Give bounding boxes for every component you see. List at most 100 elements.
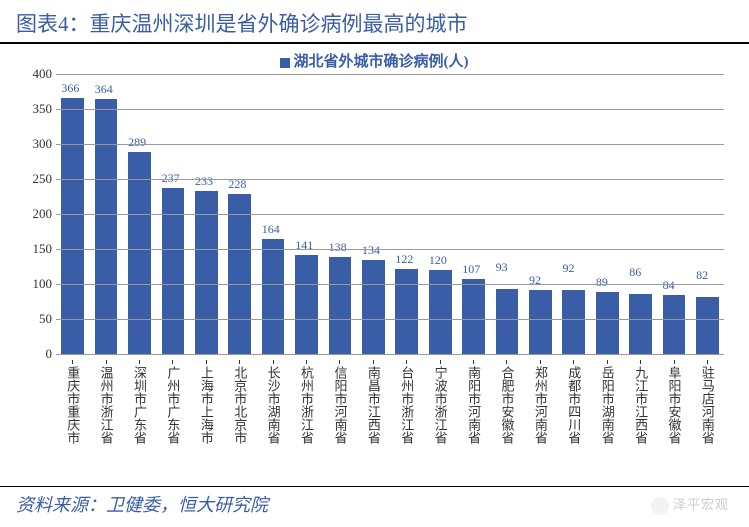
bar: 237 bbox=[162, 188, 185, 354]
x-label-province: 广东省 bbox=[133, 405, 146, 444]
x-label-province: 江西省 bbox=[367, 405, 380, 444]
x-tick bbox=[273, 360, 274, 364]
x-label-province: 河南省 bbox=[467, 405, 480, 444]
x-tick bbox=[106, 360, 107, 364]
bar: 92 bbox=[562, 290, 585, 354]
bar: 289 bbox=[128, 152, 151, 354]
bar: 89 bbox=[596, 292, 619, 354]
chart-container: 图表4：重庆温州深圳是省外确诊病例最高的城市 湖北省外城市确诊病例(人) 366… bbox=[0, 0, 749, 527]
x-label-province: 北京市 bbox=[233, 405, 246, 444]
x-label-city: 宁波市 bbox=[434, 366, 447, 405]
x-label-city: 信阳市 bbox=[333, 366, 346, 405]
bar-value-label: 84 bbox=[663, 278, 675, 293]
x-label-province: 湖南省 bbox=[267, 405, 280, 444]
x-tick bbox=[674, 360, 675, 364]
bar-value-label: 93 bbox=[496, 260, 508, 275]
bar-value-label: 289 bbox=[128, 135, 146, 150]
bar: 82 bbox=[696, 297, 719, 354]
x-label-group: 南阳市河南省 bbox=[457, 356, 490, 444]
x-label-city: 温州市 bbox=[100, 366, 113, 405]
bar: 120 bbox=[429, 270, 452, 354]
grid-line bbox=[56, 214, 724, 215]
title-bar: 图表4：重庆温州深圳是省外确诊病例最高的城市 bbox=[0, 0, 749, 44]
x-tick bbox=[72, 360, 73, 364]
x-label-group: 广州市广东省 bbox=[156, 356, 189, 444]
y-tick-label: 400 bbox=[18, 66, 52, 82]
x-label-city: 长沙市 bbox=[267, 366, 280, 405]
grid-line bbox=[56, 284, 724, 285]
x-label-city: 郑州市 bbox=[534, 366, 547, 405]
plot-region: 3663642892372332281641411381341221201079… bbox=[56, 74, 724, 354]
y-tick-label: 0 bbox=[18, 346, 52, 362]
x-label-city: 驻马店 bbox=[701, 366, 714, 405]
x-label-province: 河南省 bbox=[333, 405, 346, 444]
x-tick bbox=[373, 360, 374, 364]
x-label-province: 浙江省 bbox=[400, 405, 413, 444]
x-tick bbox=[206, 360, 207, 364]
bar-value-label: 134 bbox=[362, 243, 380, 258]
x-tick bbox=[640, 360, 641, 364]
x-tick bbox=[306, 360, 307, 364]
x-label-province: 浙江省 bbox=[300, 405, 313, 444]
bar: 107 bbox=[462, 279, 485, 354]
bar-value-label: 364 bbox=[95, 82, 113, 97]
x-label-province: 河南省 bbox=[701, 405, 714, 444]
x-label-city: 阜阳市 bbox=[668, 366, 681, 405]
x-label-group: 驻马店河南省 bbox=[691, 356, 724, 444]
x-tick bbox=[607, 360, 608, 364]
x-tick bbox=[540, 360, 541, 364]
x-label-province: 河南省 bbox=[534, 405, 547, 444]
bar: 366 bbox=[61, 98, 84, 354]
bar-value-label: 233 bbox=[195, 174, 213, 189]
x-label-city: 广州市 bbox=[166, 366, 179, 405]
x-label-group: 信阳市河南省 bbox=[323, 356, 356, 444]
bar: 364 bbox=[95, 99, 118, 354]
x-tick bbox=[573, 360, 574, 364]
x-label-group: 阜阳市安徽省 bbox=[657, 356, 690, 444]
y-tick-label: 300 bbox=[18, 136, 52, 152]
x-label-province: 江西省 bbox=[634, 405, 647, 444]
x-label-group: 上海市上海市 bbox=[190, 356, 223, 444]
x-label-group: 温州市浙江省 bbox=[89, 356, 122, 444]
x-label-group: 杭州市浙江省 bbox=[290, 356, 323, 444]
x-label-city: 北京市 bbox=[233, 366, 246, 405]
x-axis-labels: 重庆市重庆市温州市浙江省深圳市广东省广州市广东省上海市上海市北京市北京市长沙市湖… bbox=[56, 356, 724, 444]
x-label-group: 北京市北京市 bbox=[223, 356, 256, 444]
bar: 122 bbox=[395, 269, 418, 354]
x-label-city: 上海市 bbox=[200, 366, 213, 405]
x-tick bbox=[139, 360, 140, 364]
x-label-province: 安徽省 bbox=[668, 405, 681, 444]
x-label-city: 岳阳市 bbox=[601, 366, 614, 405]
grid-line bbox=[56, 319, 724, 320]
x-label-city: 杭州市 bbox=[300, 366, 313, 405]
bar-value-label: 164 bbox=[262, 222, 280, 237]
legend-swatch-icon bbox=[280, 58, 290, 68]
chart-area: 湖北省外城市确诊病例(人) 36636428923723322816414113… bbox=[14, 44, 734, 464]
x-tick bbox=[339, 360, 340, 364]
x-label-city: 九江市 bbox=[634, 366, 647, 405]
y-tick-label: 200 bbox=[18, 206, 52, 222]
y-tick-label: 100 bbox=[18, 276, 52, 292]
grid-line bbox=[56, 74, 724, 75]
x-tick bbox=[172, 360, 173, 364]
bar: 228 bbox=[228, 194, 251, 354]
bar-value-label: 89 bbox=[596, 275, 608, 290]
x-label-group: 重庆市重庆市 bbox=[56, 356, 89, 444]
bar: 93 bbox=[496, 289, 519, 354]
x-label-province: 重庆市 bbox=[66, 405, 79, 444]
bar-value-label: 82 bbox=[696, 268, 708, 283]
x-label-province: 四川省 bbox=[567, 405, 580, 444]
grid-line bbox=[56, 354, 724, 355]
bar: 134 bbox=[362, 260, 385, 354]
x-label-city: 深圳市 bbox=[133, 366, 146, 405]
bar: 141 bbox=[295, 255, 318, 354]
x-label-city: 重庆市 bbox=[66, 366, 79, 405]
x-label-city: 成都市 bbox=[567, 366, 580, 405]
x-label-group: 宁波市浙江省 bbox=[423, 356, 456, 444]
x-label-group: 岳阳市湖南省 bbox=[591, 356, 624, 444]
watermark: 泽平宏观 bbox=[651, 494, 729, 515]
x-tick bbox=[473, 360, 474, 364]
bar: 164 bbox=[262, 239, 285, 354]
bar: 84 bbox=[663, 295, 686, 354]
y-tick-label: 50 bbox=[18, 311, 52, 327]
